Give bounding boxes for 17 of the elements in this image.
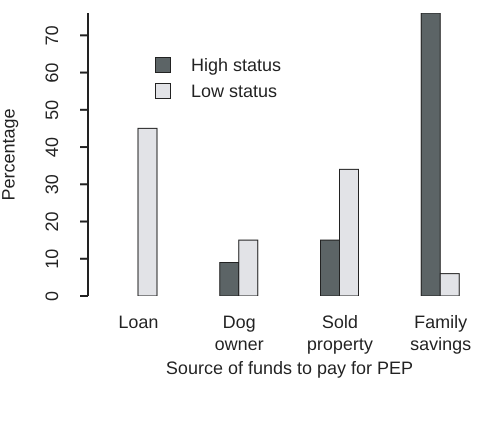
- y-axis-title: Percentage: [0, 108, 18, 201]
- bar: [138, 128, 158, 296]
- y-tick-label: 50: [42, 100, 62, 120]
- y-tick-label: 10: [42, 248, 62, 269]
- x-tick-label: Sold property: [306, 312, 373, 354]
- y-tick-label: 20: [42, 212, 62, 232]
- x-tick-label: Loan: [118, 312, 158, 332]
- y-tick-label: 30: [42, 174, 62, 194]
- x-tick-label: Family savings: [410, 312, 472, 354]
- y-tick-label: 60: [42, 62, 62, 83]
- y-tick-label: 40: [42, 137, 62, 158]
- legend-label: High status: [191, 54, 282, 76]
- x-tick-label: Dog owner: [214, 312, 264, 354]
- legend-label: Low status: [191, 80, 278, 102]
- y-tick-label: 70: [42, 25, 62, 46]
- y-tick-label: 0: [42, 290, 62, 302]
- x-axis-title: Source of funds to pay for PEP: [166, 358, 414, 378]
